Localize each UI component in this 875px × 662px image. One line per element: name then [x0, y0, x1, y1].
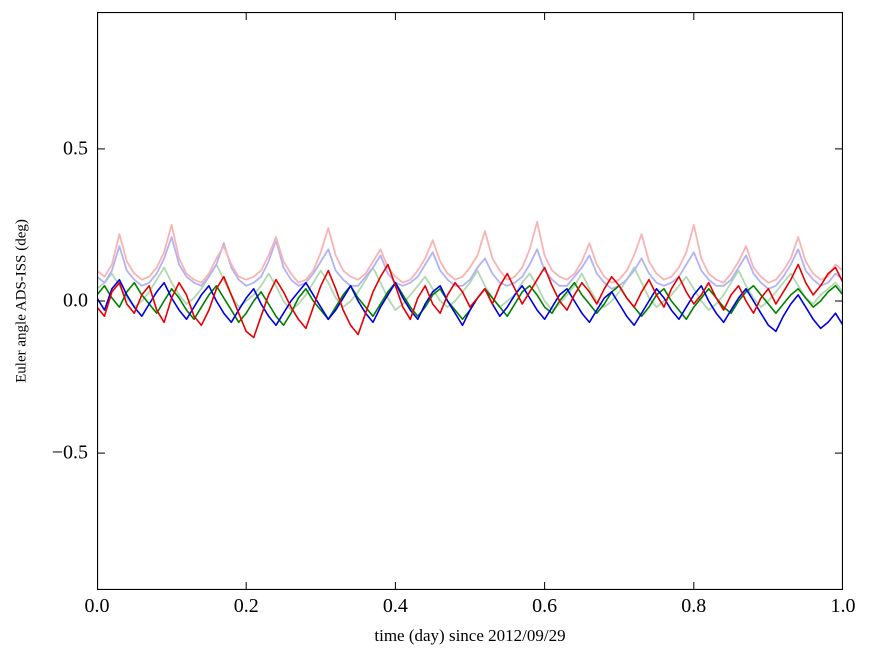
- y-tick-label: 0.0: [63, 289, 88, 312]
- x-tick-label: 0.2: [233, 595, 259, 617]
- plot-area: [97, 12, 843, 590]
- y-tick-label: 0.5: [63, 137, 88, 160]
- x-tick-label: 0.0: [84, 595, 110, 617]
- x-tick-label: 1.0: [830, 595, 856, 617]
- axes-frame: [97, 12, 843, 590]
- x-axis-label: time (day) since 2012/09/29: [374, 626, 566, 645]
- series-line-green: [97, 281, 843, 327]
- x-tick-label: 0.6: [532, 595, 558, 617]
- y-axis-label: Euler angle ADS-ISS (deg): [13, 219, 30, 383]
- series-line-blue: [97, 278, 843, 333]
- x-tick-label: 0.4: [382, 595, 408, 617]
- x-tick-label: 0.8: [681, 595, 707, 617]
- series-line-red: [97, 263, 843, 339]
- series-line-light-red: [97, 220, 843, 284]
- y-tick-label: −0.5: [51, 441, 88, 464]
